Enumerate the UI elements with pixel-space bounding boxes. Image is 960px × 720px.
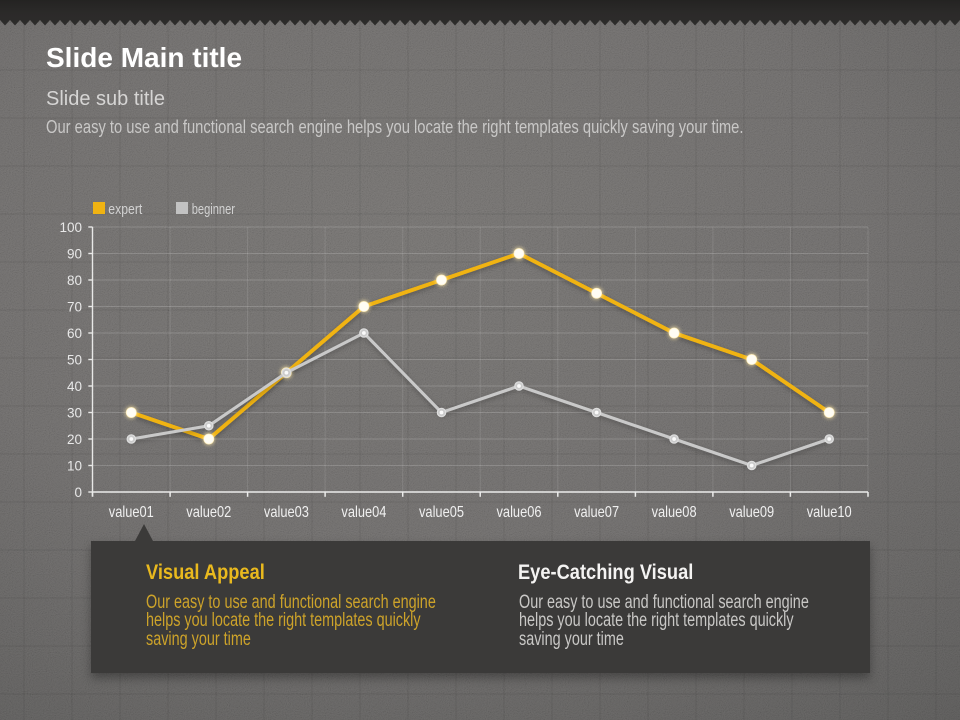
- svg-text:0: 0: [74, 485, 82, 500]
- svg-text:value02: value02: [186, 504, 231, 521]
- svg-text:expert: expert: [108, 202, 142, 218]
- svg-text:90: 90: [67, 246, 82, 261]
- svg-text:100: 100: [59, 220, 82, 235]
- svg-text:value09: value09: [729, 504, 774, 521]
- svg-text:value04: value04: [341, 504, 386, 521]
- svg-text:80: 80: [67, 273, 82, 288]
- svg-text:10: 10: [67, 458, 82, 473]
- svg-text:20: 20: [67, 432, 82, 447]
- svg-text:value05: value05: [419, 504, 464, 521]
- svg-text:value01: value01: [109, 504, 154, 521]
- svg-text:value07: value07: [574, 504, 619, 521]
- svg-text:beginner: beginner: [192, 202, 235, 218]
- svg-text:70: 70: [67, 299, 82, 314]
- svg-text:50: 50: [67, 352, 82, 367]
- svg-text:value06: value06: [497, 504, 542, 521]
- svg-text:30: 30: [67, 405, 82, 420]
- svg-text:value10: value10: [807, 504, 852, 521]
- svg-text:40: 40: [67, 379, 82, 394]
- svg-text:value08: value08: [652, 504, 697, 521]
- svg-text:value03: value03: [264, 504, 309, 521]
- svg-text:60: 60: [67, 326, 82, 341]
